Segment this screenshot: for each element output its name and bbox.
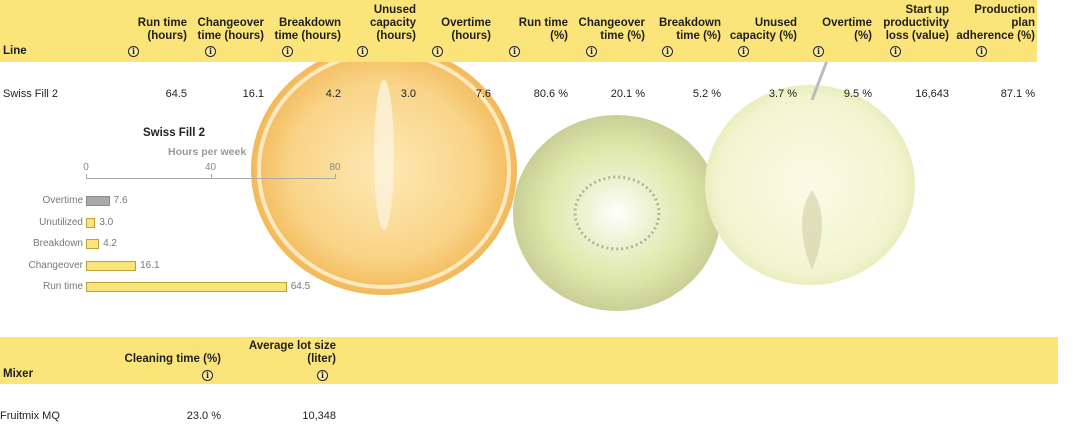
line-column-header-3: Unused capacity (hours) [369, 4, 416, 42]
line-column-header-5: Run time (%) [518, 17, 568, 42]
mixer-row-name: Fruitmix MQ [0, 410, 60, 422]
info-icon[interactable]: i [128, 46, 139, 57]
info-icon[interactable]: i [662, 46, 673, 57]
info-icon[interactable]: i [976, 46, 987, 57]
bar-unutilized[interactable] [86, 217, 96, 228]
category-label: Breakdown [32, 238, 83, 249]
bar-changeover[interactable] [86, 260, 137, 271]
category-label: Changeover [28, 259, 83, 271]
info-icon[interactable]: i [509, 46, 520, 57]
line-column-header-7: Breakdown time (%) [659, 17, 721, 42]
line-row-name: Swiss Fill 2 [3, 88, 59, 100]
line-row-value: 4.2 [325, 88, 341, 100]
bar-value-label: 16.1 [140, 259, 160, 271]
mixer-column-header-0: Cleaning time (%) [124, 353, 221, 365]
line-row-value: 87.1 % [1000, 88, 1035, 100]
line-column-header-9: Overtime (%) [822, 17, 872, 42]
line-column-header-2: Breakdown time (hours) [274, 17, 341, 42]
line-row-value: 20.1 % [610, 88, 645, 100]
info-icon[interactable]: i [738, 46, 749, 57]
x-axis-title: Hours per week [168, 146, 247, 158]
x-tick-mark [335, 174, 336, 179]
info-icon[interactable]: i [202, 370, 213, 381]
x-tick-mark [210, 174, 212, 179]
info-icon[interactable]: i [813, 46, 824, 57]
line-row-value: 3.7 % [768, 88, 797, 100]
bar-overtime[interactable] [86, 196, 110, 206]
line-row-value: 9.5 % [843, 88, 872, 100]
info-icon[interactable]: i [317, 370, 328, 381]
x-tick-mark [86, 174, 87, 179]
line-row-value: 7.6 [475, 88, 491, 100]
info-icon[interactable]: i [357, 46, 368, 57]
mixer-row-value: 23.0 % [186, 410, 221, 422]
category-label: Run time [42, 281, 83, 292]
bar-value-label: 4.2 [103, 238, 117, 249]
bar-value-label: 7.6 [113, 195, 128, 206]
info-icon[interactable]: i [890, 46, 901, 57]
mixer-row-value: 10,348 [302, 410, 336, 422]
category-label: Overtime [42, 195, 83, 206]
info-icon[interactable]: i [282, 46, 293, 57]
line-row-value: 80.6 % [533, 88, 568, 100]
line-row-value: 16.1 [242, 88, 264, 100]
line-row-value: 64.5 [165, 88, 187, 100]
bar-run-time[interactable] [86, 282, 287, 292]
line-row-value: 5.2 % [692, 88, 721, 100]
mixer-table-header [0, 337, 1058, 384]
line-column-header-6: Changeover time (%) [578, 17, 645, 42]
line-column-header-8: Unused capacity (%) [729, 17, 797, 42]
chart-title: Swiss Fill 2 [143, 127, 205, 139]
line-column-header-4: Overtime (hours) [441, 17, 491, 42]
line-column-header: Line [3, 45, 27, 57]
bar-breakdown[interactable] [86, 239, 100, 249]
line-column-header-1: Changeover time (hours) [197, 17, 264, 42]
info-icon[interactable]: i [586, 46, 597, 57]
line-column-header-11: Production plan adherence (%) [956, 4, 1035, 42]
mixer-column-header-1: Average lot size (liter) [248, 340, 336, 365]
x-tick-label: 80 [329, 162, 341, 173]
line-row-value: 16,643 [915, 88, 949, 100]
line-column-header-10: Start up productivity loss (value) [883, 4, 949, 42]
x-tick-label: 40 [204, 162, 217, 173]
category-label: Unutilized [39, 216, 83, 228]
line-row-value: 3.0 [400, 88, 416, 100]
info-icon[interactable]: i [205, 46, 216, 57]
line-column-header-0: Run time (hours) [137, 17, 187, 42]
bar-value-label: 3.0 [99, 216, 114, 228]
mixer-column-header: Mixer [3, 368, 34, 380]
bar-value-label: 64.5 [290, 281, 311, 292]
x-tick-label: 0 [83, 162, 89, 173]
info-icon[interactable]: i [432, 46, 443, 57]
